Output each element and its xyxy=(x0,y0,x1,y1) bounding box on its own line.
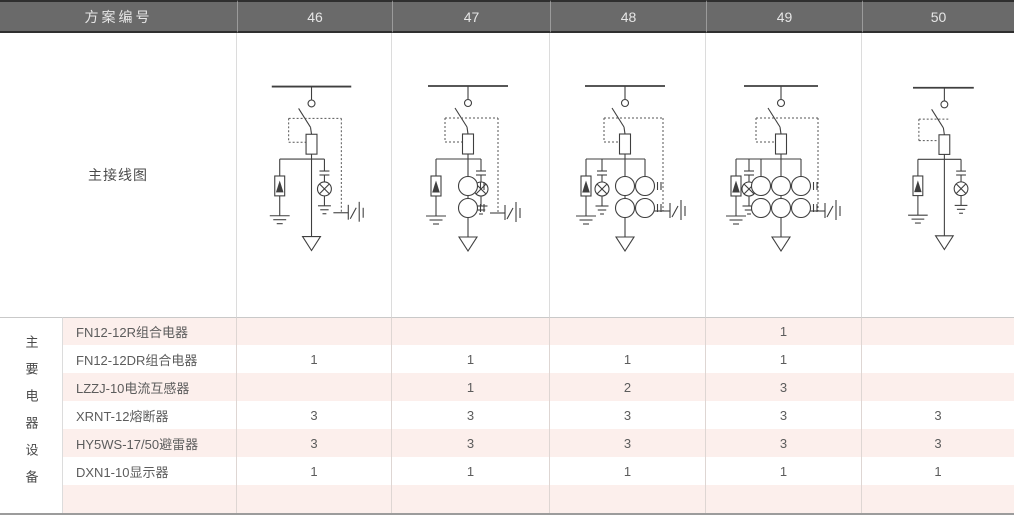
equipment-count xyxy=(237,317,392,345)
equipment-count: 1 xyxy=(706,317,862,345)
header-scheme-47: 47 xyxy=(392,0,550,33)
single-line-diagram-icon xyxy=(726,85,841,253)
equipment-count: 3 xyxy=(706,429,862,457)
equipment-name: XRNT-12熔断器 xyxy=(63,401,237,429)
equipment-count: 1 xyxy=(706,345,862,373)
equipment-count: 1 xyxy=(550,345,706,373)
side-label-main-electrical-equipment: 主要电器设备 xyxy=(0,317,63,513)
equipment-count xyxy=(706,485,862,513)
wiring-diagram-row-label: 主接线图 xyxy=(0,33,237,317)
single-line-diagram-icon xyxy=(426,85,521,253)
wiring-diagram-cell-48 xyxy=(550,33,706,317)
equipment-name: LZZJ-10电流互感器 xyxy=(63,373,237,401)
equipment-count: 1 xyxy=(237,345,392,373)
equipment-count xyxy=(862,345,1014,373)
equipment-count xyxy=(392,317,550,345)
equipment-name: FN12-12DR组合电器 xyxy=(63,345,237,373)
equipment-count: 1 xyxy=(237,457,392,485)
equipment-count xyxy=(862,485,1014,513)
equipment-count xyxy=(862,317,1014,345)
single-line-diagram-icon xyxy=(908,86,974,251)
equipment-count: 1 xyxy=(550,457,706,485)
equipment-count: 1 xyxy=(934,463,942,479)
equipment-count: 1 xyxy=(392,345,550,373)
equipment-name: FN12-12R组合电器 xyxy=(63,317,237,345)
equipment-count xyxy=(392,485,550,513)
equipment-count: 3 xyxy=(550,401,706,429)
equipment-count xyxy=(550,485,706,513)
equipment-count xyxy=(237,373,392,401)
header-scheme-46: 46 xyxy=(237,0,392,33)
equipment-name xyxy=(63,485,237,513)
equipment-count: 1 xyxy=(706,457,862,485)
equipment-count: 2 xyxy=(550,373,706,401)
equipment-count: 3 xyxy=(706,401,862,429)
equipment-count: 3 xyxy=(706,373,862,401)
equipment-count: 3 xyxy=(392,429,550,457)
wiring-diagram-cell-49 xyxy=(706,33,862,317)
equipment-count xyxy=(550,317,706,345)
equipment-name: HY5WS-17/50避雷器 xyxy=(63,429,237,457)
wiring-diagram-cell-47 xyxy=(392,33,550,317)
equipment-count: 3 xyxy=(862,429,1014,457)
equipment-count: 1 xyxy=(392,373,550,401)
single-line-diagram-icon xyxy=(576,85,686,253)
header-scheme-number-label: 方案编号 xyxy=(0,0,237,33)
side-label-text: 主要电器设备 xyxy=(23,334,39,497)
single-line-diagram-icon xyxy=(269,85,364,252)
header-scheme-50: 50 xyxy=(862,0,1014,33)
equipment-count: 3 xyxy=(934,407,942,423)
equipment-count: 3 xyxy=(550,429,706,457)
equipment-count xyxy=(862,373,1014,401)
equipment-count: 3 xyxy=(392,401,550,429)
equipment-name: DXN1-10显示器 xyxy=(63,457,237,485)
equipment-count xyxy=(237,485,392,513)
equipment-count: 1 xyxy=(392,457,550,485)
equipment-count: 3 xyxy=(237,429,392,457)
wiring-diagram-cell-46 xyxy=(237,33,392,317)
header-scheme-49: 49 xyxy=(706,0,862,33)
header-scheme-48: 48 xyxy=(550,0,706,33)
equipment-count: 3 xyxy=(237,401,392,429)
wiring-diagram-cell-50 xyxy=(862,33,1014,317)
